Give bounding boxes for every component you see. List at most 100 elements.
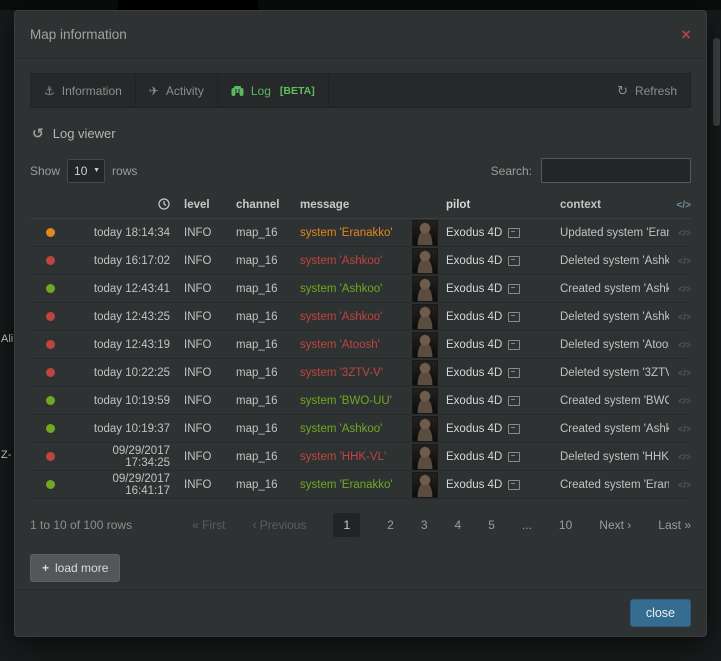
log-channel: map_16 <box>236 450 278 463</box>
search-label: Search: <box>490 163 532 178</box>
pilot-card-icon <box>508 255 521 266</box>
tab-information[interactable]: ⚓ Information <box>31 74 136 107</box>
modal-title: Map information <box>30 27 127 42</box>
status-dot <box>45 396 55 405</box>
pilot-card-icon <box>508 423 521 434</box>
page-size-select-wrap: 10 ▼ <box>67 158 106 183</box>
show-label: Show <box>30 163 61 178</box>
log-message: system 'Ashkoo' <box>300 422 383 435</box>
log-context: Updated system 'Eranakk… <box>560 226 669 239</box>
refresh-button[interactable]: ↻ Refresh <box>604 74 690 107</box>
log-level: INFO <box>184 226 212 239</box>
log-channel: map_16 <box>236 366 278 379</box>
pilot-avatar <box>412 471 438 498</box>
modal-close-button[interactable]: × <box>681 25 691 44</box>
log-table: level channel message pilot context </> … <box>30 192 691 499</box>
page-number-5[interactable]: 5 <box>488 518 495 532</box>
close-button[interactable]: close <box>629 599 691 627</box>
log-context: Created system 'Ashkoo' … <box>560 422 669 435</box>
pilot-avatar <box>412 359 438 386</box>
page-number-2[interactable]: 2 <box>387 518 394 532</box>
plus-icon: + <box>42 561 50 575</box>
page-number-3[interactable]: 3 <box>420 518 428 532</box>
page-last[interactable]: Last » <box>658 518 691 532</box>
log-channel: map_16 <box>236 310 278 323</box>
log-table-body: today 18:14:34 INFO map_16 system 'Erana… <box>30 219 691 499</box>
column-header-channel: channel <box>236 199 280 211</box>
table-row[interactable]: today 12:43:19 INFO map_16 system 'Atoos… <box>30 331 691 359</box>
row-code-icon[interactable]: </> <box>677 451 691 462</box>
tab-log[interactable]: Log [BETA] <box>218 74 329 107</box>
log-level: INFO <box>184 338 212 351</box>
table-row[interactable]: today 10:19:59 INFO map_16 system 'BWO-U… <box>30 387 691 415</box>
page-number-1[interactable]: 1 <box>333 513 361 537</box>
log-viewer-title: Log viewer <box>52 126 116 141</box>
row-code-icon[interactable]: </> <box>677 395 691 406</box>
log-channel: map_16 <box>236 282 278 295</box>
pilot-name: Exodus 4D <box>446 254 503 267</box>
pilot-name: Exodus 4D <box>446 422 503 435</box>
pilot-card-icon <box>508 451 521 462</box>
page-number-10[interactable]: 10 <box>558 518 573 532</box>
anchor-icon: ⚓ <box>44 83 55 98</box>
log-message: system '3ZTV-V' <box>300 366 383 379</box>
tab-activity[interactable]: ✈ Activity <box>136 74 218 107</box>
column-header-time <box>70 197 170 213</box>
pilot-avatar <box>412 275 438 302</box>
table-row[interactable]: 09/29/2017 16:41:17 INFO map_16 system '… <box>30 471 691 499</box>
table-row[interactable]: today 10:22:25 INFO map_16 system '3ZTV-… <box>30 359 691 387</box>
table-row[interactable]: today 10:19:37 INFO map_16 system 'Ashko… <box>30 415 691 443</box>
scrollbar-fragment[interactable] <box>713 38 720 126</box>
log-context: Deleted system 'Ashkoo' … <box>560 254 669 267</box>
background-top-bar <box>0 0 721 10</box>
log-message: system 'Eranakko' <box>300 226 393 239</box>
status-dot <box>45 368 55 377</box>
tab-label: Log <box>250 83 271 98</box>
page-number-4[interactable]: 4 <box>454 518 462 532</box>
page-previous[interactable]: ‹ Previous <box>252 518 307 532</box>
history-icon: ↺ <box>32 125 44 141</box>
page-size-select[interactable]: 10 <box>68 163 105 178</box>
row-code-icon[interactable]: </> <box>677 367 691 378</box>
log-level: INFO <box>184 450 212 463</box>
pilot-avatar <box>412 443 438 470</box>
row-code-icon[interactable]: </> <box>677 283 691 294</box>
page-next[interactable]: Next › <box>599 518 632 532</box>
pilot-card-icon <box>508 395 521 406</box>
rows-label: rows <box>112 163 138 178</box>
row-code-icon[interactable]: </> <box>677 423 691 434</box>
table-row[interactable]: today 12:43:41 INFO map_16 system 'Ashko… <box>30 275 691 303</box>
page-first[interactable]: « First <box>192 518 226 532</box>
pilot-avatar <box>412 415 438 442</box>
table-header-row: level channel message pilot context </> <box>30 192 691 219</box>
log-viewer-heading: ↺ Log viewer <box>32 125 691 142</box>
table-row[interactable]: today 16:17:02 INFO map_16 system 'Ashko… <box>30 247 691 275</box>
row-code-icon[interactable]: </> <box>677 339 691 350</box>
row-code-icon[interactable]: </> <box>677 311 691 322</box>
table-row[interactable]: today 12:43:25 INFO map_16 system 'Ashko… <box>30 303 691 331</box>
plane-icon: ✈ <box>148 83 159 98</box>
table-row[interactable]: 09/29/2017 17:34:25 INFO map_16 system '… <box>30 443 691 471</box>
status-dot <box>45 480 55 489</box>
log-message: system 'Ashkoo' <box>300 282 383 295</box>
log-message: system 'HHK-VL' <box>300 450 387 463</box>
load-more-button[interactable]: + load more <box>30 554 121 582</box>
search-input[interactable] <box>541 158 691 183</box>
pilot-card-icon <box>508 311 521 322</box>
pilot-avatar <box>412 247 438 274</box>
pilot-card-icon <box>508 283 521 294</box>
row-code-icon[interactable]: </> <box>677 227 691 238</box>
log-time: today 12:43:19 <box>93 338 170 351</box>
clock-icon <box>158 197 170 213</box>
pilot-avatar <box>412 303 438 330</box>
table-row[interactable]: today 18:14:34 INFO map_16 system 'Erana… <box>30 219 691 247</box>
row-code-icon[interactable]: </> <box>677 479 691 490</box>
binoculars-icon <box>231 85 244 97</box>
load-more-label: load more <box>55 561 109 575</box>
pilot-card-icon <box>508 339 521 350</box>
row-code-icon[interactable]: </> <box>677 255 691 266</box>
log-message: system 'Eranakko' <box>300 478 393 491</box>
status-dot <box>45 452 55 461</box>
log-context: Deleted system '3ZTV-V' #… <box>560 366 669 379</box>
